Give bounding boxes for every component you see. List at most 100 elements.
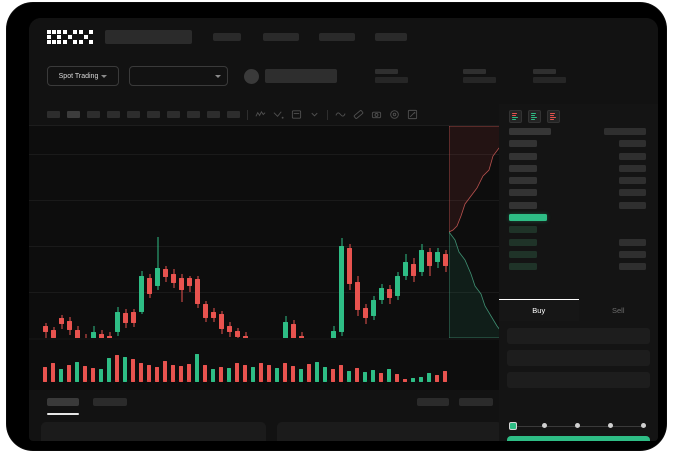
orderbook-bid-row[interactable] xyxy=(499,263,658,272)
bottom-panel-right[interactable] xyxy=(277,422,502,441)
orderbook-price xyxy=(509,140,537,148)
orderbook-bid-row[interactable] xyxy=(499,250,658,260)
nav-item-1[interactable] xyxy=(213,33,241,41)
tab-sell[interactable]: Sell xyxy=(579,299,659,321)
trading-pair-select[interactable] xyxy=(129,66,228,86)
timeframe-button-5[interactable] xyxy=(127,111,140,118)
candlestick-chart[interactable] xyxy=(29,126,499,338)
place-order-button[interactable] xyxy=(507,436,650,441)
candlestick xyxy=(403,126,408,338)
orders-tabs xyxy=(29,394,499,418)
orderbook-mode-asks[interactable] xyxy=(547,110,560,123)
spot-trading-dropdown[interactable]: Spot Trading xyxy=(47,66,119,86)
slider-step-0[interactable] xyxy=(509,421,517,430)
orderbook-bid-row[interactable] xyxy=(499,238,658,248)
order-price-field[interactable] xyxy=(507,328,650,344)
orderbook-spread-row[interactable] xyxy=(499,214,658,223)
candle-body xyxy=(443,254,448,266)
market-stat-label xyxy=(375,69,398,74)
fullscreen-icon[interactable] xyxy=(407,109,418,120)
volume-bar xyxy=(67,365,71,382)
timeframe-button-4[interactable] xyxy=(107,111,120,118)
slider-step-25[interactable] xyxy=(542,423,547,428)
chevron-down-icon[interactable] xyxy=(309,109,320,120)
timeframe-button-1[interactable] xyxy=(47,111,60,118)
candlestick xyxy=(115,126,120,338)
timeframe-button-8[interactable] xyxy=(187,111,200,118)
candle-body xyxy=(403,262,408,276)
nav-item-4[interactable] xyxy=(375,33,407,41)
order-side-tabs: Buy Sell xyxy=(499,299,658,321)
tab-buy[interactable]: Buy xyxy=(499,299,579,321)
volume-bar xyxy=(155,367,159,382)
candlestick xyxy=(219,126,224,338)
orderbook-ask-row[interactable] xyxy=(499,152,658,162)
fib-icon[interactable] xyxy=(291,109,302,120)
candlestick xyxy=(419,126,424,338)
orders-action-1[interactable] xyxy=(417,398,449,406)
candle-body xyxy=(155,268,160,286)
slider-step-50[interactable] xyxy=(575,423,580,428)
order-total-field[interactable] xyxy=(507,372,650,388)
line-chart-icon[interactable] xyxy=(255,109,266,120)
orderbook-ask-row[interactable] xyxy=(499,189,658,198)
orderbook-bid-row[interactable] xyxy=(499,226,658,235)
timeframe-button-2[interactable] xyxy=(67,111,80,118)
volume-bar xyxy=(315,362,319,382)
orderbook-size xyxy=(604,128,646,135)
candle-body xyxy=(243,336,248,338)
orderbook-price xyxy=(509,214,547,222)
candlestick xyxy=(91,126,96,338)
orderbook-price xyxy=(509,128,551,135)
bottom-panel-left[interactable] xyxy=(41,422,266,441)
candlestick xyxy=(347,126,352,338)
orders-tab-history[interactable] xyxy=(93,398,127,406)
slider-step-100[interactable] xyxy=(641,423,646,428)
orderbook-mode-bids[interactable] xyxy=(528,110,541,123)
candlestick xyxy=(379,126,384,338)
slider-step-75[interactable] xyxy=(608,423,613,428)
orderbook-size xyxy=(619,250,646,258)
candlestick xyxy=(307,126,312,338)
orderbook-ask-row[interactable] xyxy=(499,177,658,186)
timeframe-button-7[interactable] xyxy=(167,111,180,118)
wave-icon[interactable] xyxy=(335,109,346,120)
orderbook-ask-row[interactable] xyxy=(499,140,658,149)
candlestick xyxy=(75,126,80,338)
orders-tab-open[interactable] xyxy=(47,398,79,406)
orderbook-price xyxy=(509,152,537,160)
trend-line-icon[interactable] xyxy=(273,109,284,120)
candle-body xyxy=(347,248,352,284)
candle-body xyxy=(99,334,104,338)
timeframe-button-9[interactable] xyxy=(207,111,220,118)
timeframe-button-6[interactable] xyxy=(147,111,160,118)
ruler-icon[interactable] xyxy=(353,109,364,120)
search-input[interactable] xyxy=(105,30,192,44)
nav-item-3[interactable] xyxy=(319,33,355,41)
timeframe-button-10[interactable] xyxy=(227,111,240,118)
orders-action-2[interactable] xyxy=(459,398,493,406)
okx-logo[interactable] xyxy=(47,30,93,44)
camera-icon[interactable] xyxy=(371,109,382,120)
nav-item-2[interactable] xyxy=(263,33,299,41)
market-stat-value xyxy=(533,77,566,83)
candle-body xyxy=(387,289,392,298)
orderbook-display-modes xyxy=(499,104,658,123)
order-percent-slider[interactable] xyxy=(509,421,649,431)
orderbook-mode-both[interactable] xyxy=(509,110,522,123)
candle-body xyxy=(291,324,296,338)
candlestick xyxy=(251,126,256,338)
market-stat-label xyxy=(463,69,486,74)
candle-body xyxy=(123,313,128,323)
orderbook-ask-row[interactable] xyxy=(499,164,658,174)
candlestick xyxy=(283,126,288,338)
timeframe-button-3[interactable] xyxy=(87,111,100,118)
orderbook-header-row[interactable] xyxy=(499,128,658,137)
order-amount-field[interactable] xyxy=(507,350,650,366)
volume-bar xyxy=(379,373,383,382)
orderbook-ask-row[interactable] xyxy=(499,201,658,211)
candlestick xyxy=(435,126,440,338)
settings-icon[interactable] xyxy=(389,109,400,120)
candlestick xyxy=(163,126,168,338)
candle-body xyxy=(179,278,184,290)
